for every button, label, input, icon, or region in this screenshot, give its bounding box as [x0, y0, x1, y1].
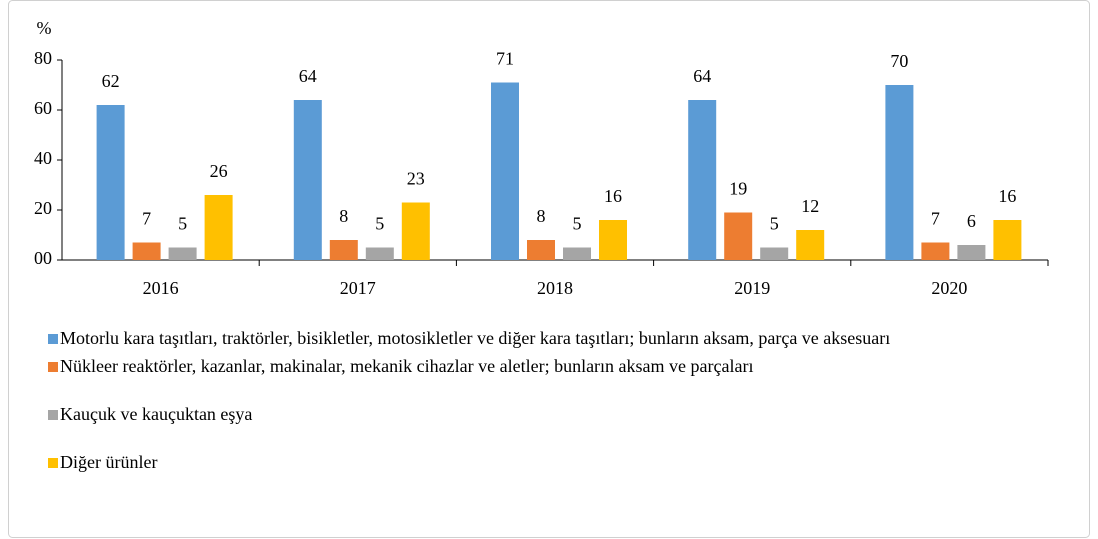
bar — [599, 220, 627, 260]
y-tick-label: 20 — [34, 198, 52, 218]
bar — [365, 247, 394, 260]
chart-frame — [8, 0, 1090, 538]
data-label: 70 — [890, 51, 908, 71]
data-label: 16 — [998, 186, 1016, 206]
bar — [527, 240, 555, 260]
bar — [724, 212, 753, 260]
data-label: 7 — [142, 209, 151, 229]
x-tick-label: 2019 — [734, 278, 770, 298]
x-tick-label: 2017 — [340, 278, 376, 298]
bar — [168, 247, 197, 260]
y-axis-label: % — [37, 18, 52, 38]
legend-item: Nükleer reaktörler, kazanlar, makinalar,… — [48, 356, 1088, 376]
legend-item: Motorlu kara taşıtları, traktörler, bisi… — [48, 328, 1088, 348]
x-tick-label: 2018 — [537, 278, 573, 298]
data-label: 26 — [210, 161, 228, 181]
bar — [921, 242, 950, 260]
bar — [293, 100, 322, 260]
legend-item: Kauçuk ve kauçuktan eşya — [48, 404, 1088, 424]
legend-label: Nükleer reaktörler, kazanlar, makinalar,… — [60, 356, 754, 376]
legend-label: Kauçuk ve kauçuktan eşya — [60, 404, 253, 424]
bar — [96, 105, 125, 260]
bar — [885, 85, 914, 260]
legend-item: Diğer ürünler — [48, 452, 1088, 472]
data-label: 16 — [604, 186, 622, 206]
x-tick-label: 2016 — [143, 278, 179, 298]
data-label: 5 — [573, 214, 582, 234]
bar — [204, 195, 233, 260]
legend-swatch — [48, 410, 58, 420]
data-label: 5 — [178, 214, 187, 234]
data-label: 5 — [770, 214, 779, 234]
bar — [491, 82, 519, 260]
data-label: 64 — [693, 66, 711, 86]
bar — [993, 220, 1022, 260]
legend-label: Motorlu kara taşıtları, traktörler, bisi… — [60, 328, 891, 348]
data-label: 19 — [729, 179, 747, 199]
legend-label: Diğer ürünler — [60, 452, 158, 472]
bar — [957, 245, 986, 260]
bar — [688, 100, 717, 260]
data-label: 8 — [537, 206, 546, 226]
bar — [563, 247, 591, 260]
bar — [796, 230, 825, 260]
bar — [401, 202, 430, 260]
data-label: 71 — [496, 49, 514, 69]
bar — [132, 242, 161, 260]
data-label: 64 — [299, 66, 317, 86]
bar — [760, 247, 789, 260]
data-label: 6 — [967, 211, 976, 231]
data-label: 23 — [407, 169, 425, 189]
y-tick-label: 40 — [34, 148, 52, 168]
y-tick-label: 60 — [34, 98, 52, 118]
data-label: 7 — [931, 209, 940, 229]
data-label: 62 — [102, 71, 120, 91]
y-tick-label: 80 — [34, 48, 52, 68]
data-label: 8 — [339, 206, 348, 226]
bar — [329, 240, 358, 260]
legend-swatch — [48, 458, 58, 468]
y-tick-label: 00 — [34, 248, 52, 268]
data-label: 12 — [801, 196, 819, 216]
x-tick-label: 2020 — [931, 278, 967, 298]
legend: Motorlu kara taşıtları, traktörler, bisi… — [48, 328, 1088, 500]
data-label: 5 — [375, 214, 384, 234]
legend-swatch — [48, 362, 58, 372]
legend-swatch — [48, 334, 58, 344]
